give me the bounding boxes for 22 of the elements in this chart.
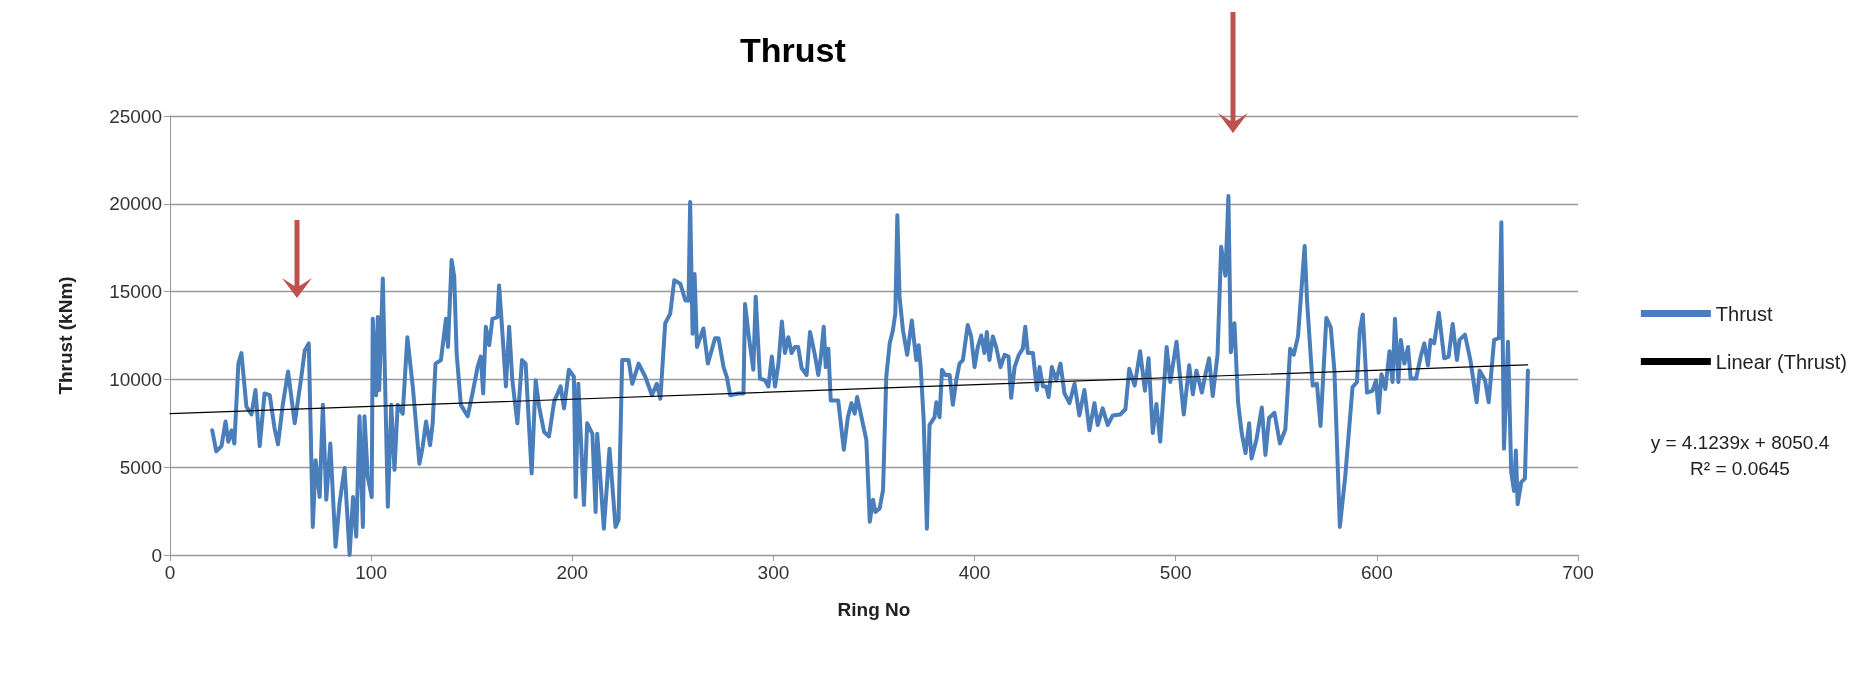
x-tick-label: 0	[164, 562, 176, 583]
x-tick-label: 700	[1562, 562, 1594, 583]
x-tick-label: 500	[1159, 562, 1192, 583]
y-tick-label: 5000	[119, 456, 162, 478]
line-series	[210, 193, 1530, 557]
chart-title: Thrust	[740, 31, 846, 69]
y-tick-label: 25000	[109, 105, 162, 127]
y-axis-title: Thrust (kNm)	[55, 276, 76, 395]
x-tick-label: 600	[1361, 562, 1393, 583]
y-tick-label: 15000	[109, 281, 162, 303]
x-tick-label: 100	[355, 562, 387, 583]
y-tick-label: 20000	[109, 193, 162, 215]
y-tick-label: 10000	[109, 368, 162, 390]
text: R² = 0.0645	[1689, 458, 1791, 480]
x-tick-label: 200	[556, 562, 589, 583]
legend-label: Thrust	[1715, 302, 1773, 325]
legend-label: Linear (Thrust)	[1715, 350, 1847, 373]
x-axis-title: Ring No	[837, 599, 911, 620]
x-tick-label: 400	[958, 562, 991, 583]
y-tick-label: 0	[151, 544, 162, 566]
x-tick-label: 300	[757, 562, 790, 583]
text: y = 4.1239x + 8050.4	[1649, 432, 1831, 454]
